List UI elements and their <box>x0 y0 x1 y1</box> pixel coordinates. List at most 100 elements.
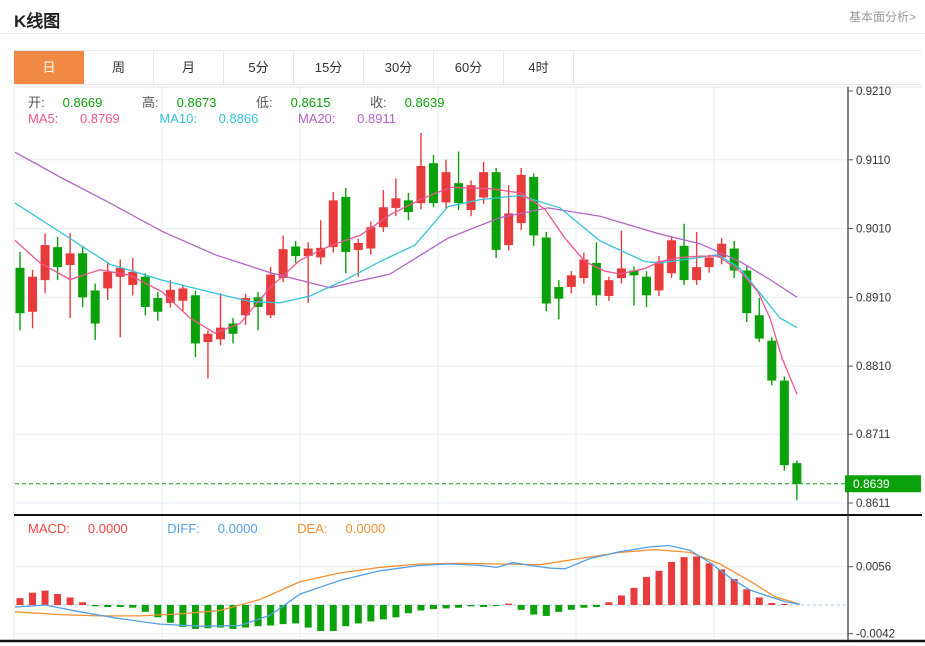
candle-body <box>103 271 113 289</box>
candle-body <box>291 246 301 257</box>
tab-day[interactable]: 日 <box>14 51 84 84</box>
candle-body <box>579 259 589 279</box>
ma20-line <box>14 151 798 298</box>
candle-body <box>704 257 714 268</box>
macd-bar <box>342 605 350 627</box>
candle-body <box>328 200 338 248</box>
ma5-value: MA5: 0.8769 <box>28 111 120 126</box>
tab-week[interactable]: 周 <box>84 51 154 84</box>
candle-body <box>53 247 63 268</box>
candle-body <box>541 237 551 304</box>
candle-body <box>366 227 376 249</box>
candle-body <box>654 261 664 291</box>
macd-bar <box>116 605 124 608</box>
macd-bar <box>104 605 112 608</box>
ma20-value: MA20: 0.8911 <box>297 111 396 126</box>
macd-bar <box>292 605 300 624</box>
candle-body <box>491 172 501 250</box>
macd-bar <box>317 605 325 631</box>
interval-tab-bar: 日周月 5分 15分 30分 60分 4时 <box>14 50 922 85</box>
tab-5min[interactable]: 5分 <box>224 51 294 84</box>
candle-body <box>529 176 539 236</box>
macd-bar <box>279 605 287 625</box>
macd-bar <box>229 605 237 629</box>
candle-body <box>479 172 489 198</box>
price-axis-label: 0.8711 <box>856 429 890 441</box>
fundamental-analysis-link[interactable]: 基本面分析> <box>848 10 916 24</box>
candle-body <box>378 207 388 228</box>
candle-body <box>266 274 276 316</box>
high-value: 高: 0.8673 <box>142 95 217 110</box>
macd-bar <box>154 605 162 618</box>
candle-body <box>316 247 326 258</box>
candle-body <box>667 240 677 274</box>
macd-bar <box>216 605 224 628</box>
tab-60min[interactable]: 60分 <box>434 51 504 84</box>
candle-body <box>754 315 764 339</box>
candle-body <box>65 253 75 266</box>
candle-body <box>190 295 200 344</box>
ma10-line <box>14 194 798 329</box>
price-axis-label: 0.9210 <box>856 86 891 98</box>
candle-body <box>353 243 363 250</box>
macd-bar <box>580 605 588 608</box>
macd-bar <box>329 605 337 631</box>
candle-body <box>767 340 777 381</box>
candle-body <box>241 298 251 316</box>
candle-body <box>692 267 702 281</box>
macd-bar <box>16 598 24 605</box>
price-axis-label: 0.8810 <box>856 361 891 373</box>
macd-bar <box>730 579 738 605</box>
macd-bar <box>693 556 701 605</box>
macd-bar <box>592 605 600 608</box>
macd-bar <box>129 605 137 608</box>
candle-body <box>153 298 163 312</box>
candle-body <box>140 276 150 307</box>
candle-body <box>742 270 752 314</box>
tab-month[interactable]: 月 <box>154 51 224 84</box>
diff-line <box>14 544 801 627</box>
page-title: K线图 <box>14 12 61 31</box>
candle-body <box>416 165 426 204</box>
macd-bar <box>242 605 250 628</box>
candle-body <box>717 243 727 258</box>
candle-body <box>441 172 451 203</box>
candle-body <box>178 288 188 301</box>
candle-body <box>28 276 38 312</box>
candle-body <box>566 275 576 288</box>
candle-body <box>165 289 175 303</box>
candle-body <box>15 267 25 314</box>
macd-bar <box>743 589 751 605</box>
ma10-value: MA10: 0.8866 <box>159 111 259 126</box>
macd-bar <box>429 605 437 610</box>
macd-bar <box>680 557 688 605</box>
macd-bar <box>467 605 475 607</box>
candle-body <box>591 262 601 296</box>
price-axis-label: 0.9010 <box>856 224 891 236</box>
tab-4hour[interactable]: 4时 <box>504 51 574 84</box>
macd-bar <box>480 605 488 608</box>
macd-bar <box>768 602 776 605</box>
macd-bar <box>442 605 450 609</box>
macd-bar <box>542 605 550 616</box>
candle-body <box>779 380 789 466</box>
macd-bar <box>41 590 49 605</box>
tab-15min[interactable]: 15分 <box>294 51 364 84</box>
macd-bar <box>455 605 463 608</box>
price-axis-label: 0.9110 <box>856 155 890 167</box>
macd-histogram <box>16 556 788 631</box>
candle-body <box>90 290 100 324</box>
macd-bar <box>567 605 575 610</box>
close-value: 收: 0.8639 <box>370 95 445 110</box>
macd-bar <box>66 597 74 605</box>
macd-bar <box>643 576 650 605</box>
macd-bar <box>517 605 525 610</box>
candle-body <box>792 463 802 484</box>
macd-axis-label: -0.0042 <box>856 629 895 641</box>
candle-body <box>278 249 288 279</box>
tab-30min[interactable]: 30分 <box>364 51 434 84</box>
candle-body <box>629 270 639 276</box>
macd-bar <box>29 592 37 605</box>
dea-value: DEA: 0.0000 <box>297 521 386 536</box>
